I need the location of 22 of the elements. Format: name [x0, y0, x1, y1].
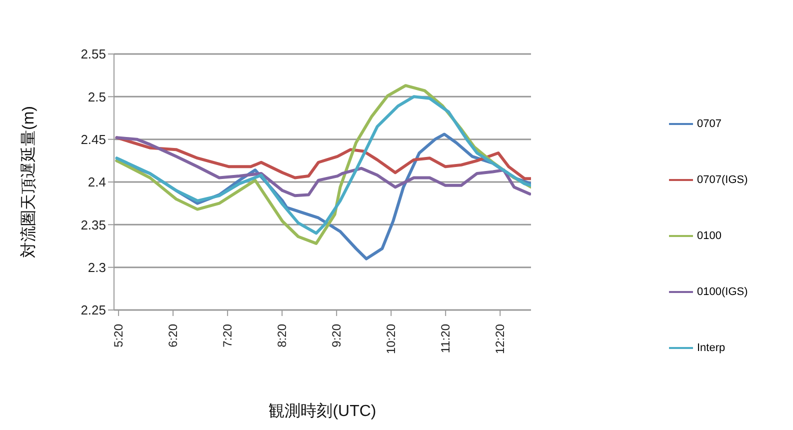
legend-label: 0707(IGS) [697, 174, 748, 186]
x-tick-label: 9:20 [330, 324, 344, 348]
x-tick-label: 10:20 [384, 324, 398, 354]
legend-label: 0100(IGS) [697, 286, 748, 298]
x-tick-label: 5:20 [112, 324, 126, 348]
legend-label: Interp [697, 342, 726, 354]
legend-label: 0707 [697, 118, 722, 130]
x-axis-title: 観測時刻(UTC) [268, 402, 376, 420]
y-tick-label: 2.4 [88, 174, 106, 190]
x-tick-label: 7:20 [220, 324, 235, 348]
y-tick-label: 2.5 [88, 89, 106, 104]
y-tick-label: 2.25 [80, 302, 106, 318]
x-tick-label: 8:20 [275, 324, 290, 348]
y-tick-label: 2.3 [88, 260, 106, 275]
y-tick-label: 2.55 [80, 46, 106, 62]
y-tick-label: 2.35 [80, 217, 106, 232]
y-tick-label: 2.45 [80, 132, 106, 147]
x-tick-label: 12:20 [493, 324, 508, 354]
x-tick-label: 6:20 [166, 324, 180, 348]
x-tick-label: 11:20 [438, 324, 453, 354]
y-axis-title: 対流圏天頂遅延量(m) [20, 106, 38, 258]
legend-label: 0100 [697, 230, 722, 242]
